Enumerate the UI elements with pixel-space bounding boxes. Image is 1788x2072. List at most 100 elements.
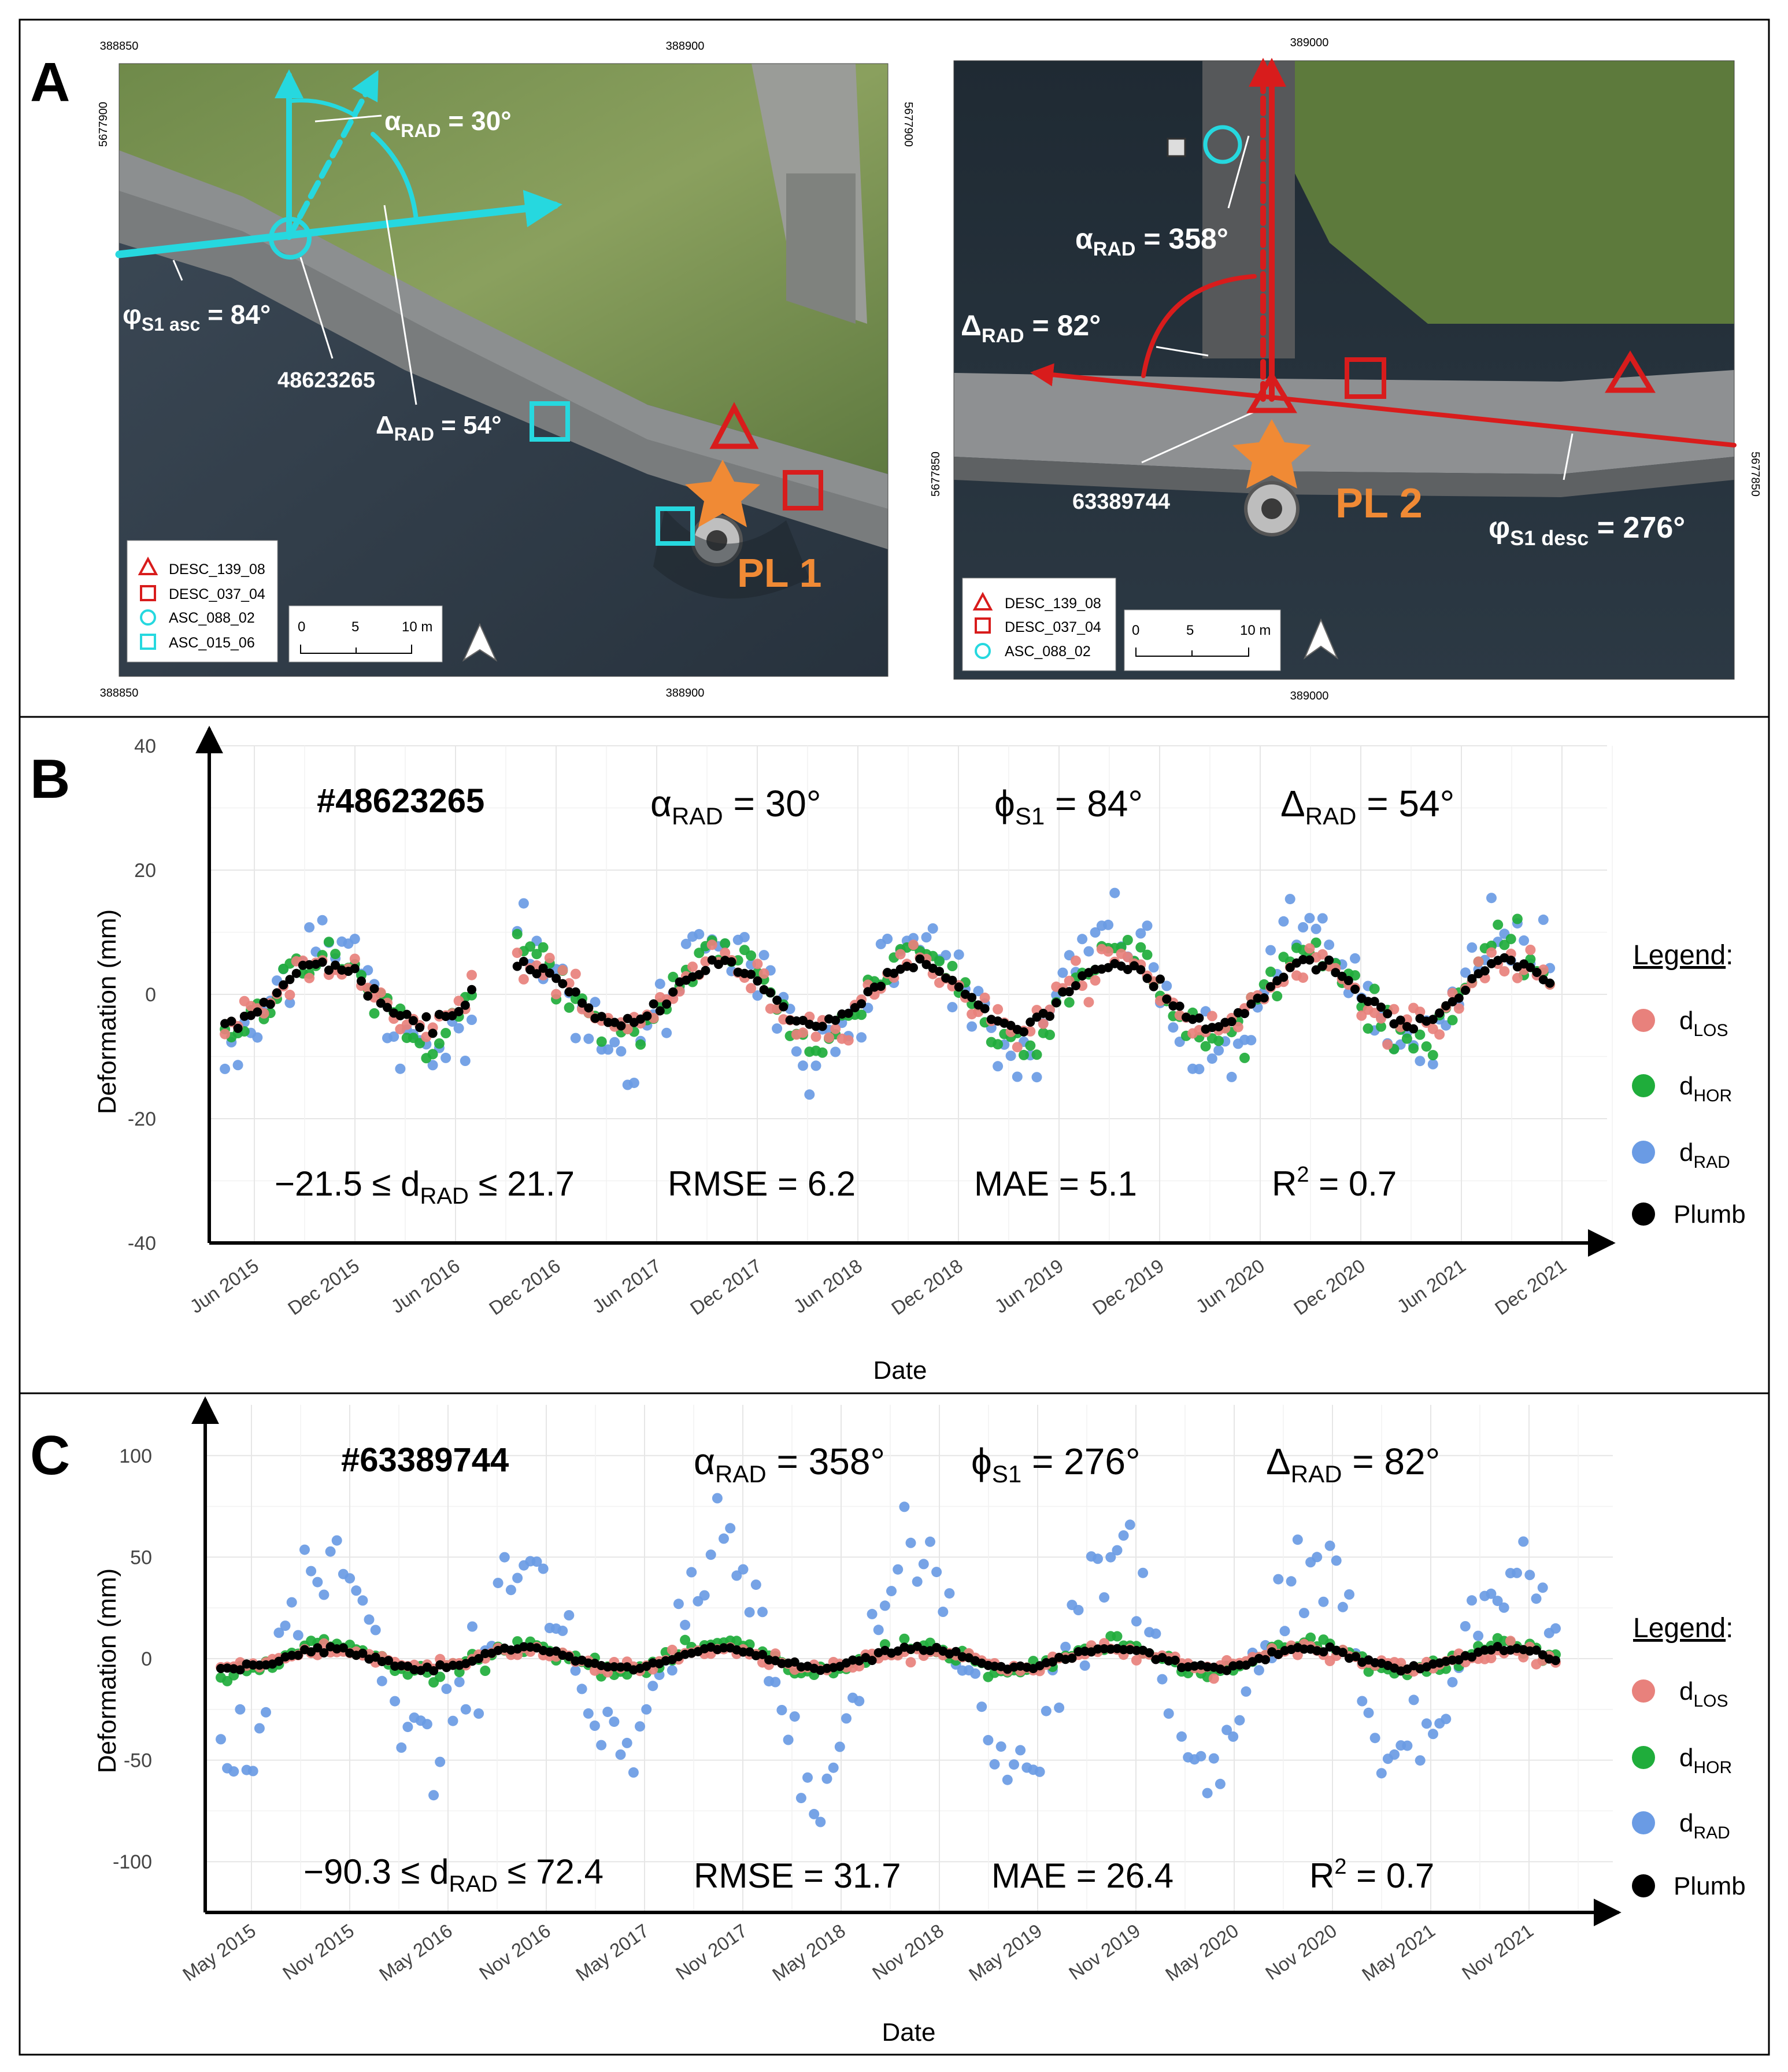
data-point-d_rad — [570, 1665, 581, 1676]
left-map-delta-arc — [371, 132, 419, 222]
data-point-d_rad — [518, 898, 529, 909]
data-point-d_rad — [1054, 1702, 1065, 1713]
y-tick-label: 0 — [145, 984, 156, 1006]
data-point-d_los — [1304, 943, 1315, 954]
scale-tick-0: 0 — [1132, 623, 1139, 638]
data-point-d_rad — [1486, 1588, 1497, 1599]
data-point-d_rad — [493, 1578, 504, 1589]
data-point-d_rad — [427, 1060, 438, 1071]
data-point-d_rad — [583, 1708, 594, 1719]
data-point-d_rad — [1131, 1616, 1142, 1627]
data-point-d_rad — [247, 1766, 258, 1777]
data-point-d_rad — [447, 1715, 458, 1726]
x-tick-label: Dec 2020 — [1290, 1255, 1369, 1319]
data-point-plumb — [227, 1016, 236, 1026]
data-point-d_rad — [1168, 1022, 1179, 1033]
data-point-d_rad — [673, 1599, 684, 1610]
data-point-d_hor — [1493, 919, 1504, 930]
data-point-d_los — [830, 1023, 841, 1034]
coord-bottom-mid: 388900 — [666, 687, 705, 700]
data-point-d_rad — [1518, 1536, 1529, 1547]
data-point-d_hor — [694, 948, 705, 959]
data-point-d_rad — [1402, 1740, 1413, 1751]
data-point-plumb — [642, 1011, 652, 1021]
data-point-plumb — [287, 1651, 297, 1660]
data-point-d_los — [1415, 1007, 1426, 1018]
data-point-plumb — [1162, 994, 1172, 1004]
data-point-d_rad — [1524, 1570, 1535, 1581]
x-tick-label: May 2016 — [375, 1919, 456, 1985]
data-point-d_rad — [647, 1681, 658, 1692]
data-point-d_hor — [512, 1636, 523, 1647]
point-id-c: #63389744 — [341, 1441, 509, 1479]
data-point-d_los — [895, 949, 906, 960]
data-point-d_rad — [1292, 1534, 1303, 1545]
data-point-plumb — [1259, 993, 1269, 1003]
data-point-plumb — [1376, 1002, 1386, 1012]
stat-range-c: −90.3 ≤ dRAD ≤ 72.4 — [303, 1852, 604, 1897]
data-point-d_hor — [414, 1038, 425, 1049]
data-point-d_rad — [744, 1607, 755, 1618]
data-point-d_rad — [583, 1033, 594, 1044]
y-tick-label: -40 — [128, 1233, 156, 1255]
data-point-d_hor — [369, 1008, 380, 1019]
x-tick-label: Dec 2021 — [1491, 1255, 1570, 1319]
data-point-d_los — [758, 968, 769, 979]
data-point-d_rad — [1002, 1774, 1013, 1785]
data-point-d_rad — [705, 1549, 716, 1560]
x-axis-label-c: Date — [882, 2018, 936, 2047]
data-point-plumb — [954, 982, 964, 992]
data-point-d_rad — [1415, 1056, 1426, 1067]
data-point-d_rad — [886, 1586, 897, 1597]
x-tick-label: May 2017 — [572, 1919, 653, 1985]
data-point-d_hor — [993, 1039, 1004, 1050]
x-tick-label: Jun 2019 — [991, 1255, 1067, 1317]
left-map: 388850 388900 388850 388900 5677900 5677… — [97, 40, 915, 700]
data-point-d_hor — [1031, 1049, 1042, 1060]
data-point-d_rad — [616, 1046, 627, 1057]
right-map-los-line — [1030, 363, 1737, 447]
data-point-d_rad — [1369, 1733, 1380, 1744]
data-point-plumb — [1531, 1645, 1541, 1655]
data-point-d_rad — [944, 1588, 955, 1599]
data-point-plumb — [363, 991, 373, 1001]
data-point-plumb — [293, 1651, 303, 1660]
legend-swatch-dlos — [1632, 1009, 1655, 1032]
data-point-d_rad — [454, 1677, 465, 1688]
data-point-d_rad — [220, 1063, 231, 1074]
data-point-plumb — [369, 984, 379, 994]
data-point-d_los — [1486, 1653, 1497, 1663]
data-point-plumb — [291, 968, 301, 978]
data-point-d_rad — [976, 1701, 987, 1712]
data-point-d_rad — [1538, 914, 1549, 925]
data-point-d_rad — [1357, 1696, 1368, 1707]
data-point-d_rad — [602, 1707, 613, 1718]
data-point-d_hor — [454, 1667, 465, 1678]
data-point-plumb — [285, 975, 295, 985]
data-point-d_los — [1525, 945, 1536, 955]
right-map-intake — [1202, 61, 1295, 358]
data-point-plumb — [350, 964, 360, 974]
data-point-plumb — [265, 1000, 275, 1009]
data-point-d_rad — [1034, 1766, 1045, 1777]
data-point-plumb — [1551, 1656, 1560, 1666]
data-point-d_rad — [1213, 1045, 1224, 1056]
data-point-plumb — [1285, 963, 1295, 972]
data-point-d_hor — [1427, 1050, 1438, 1061]
data-point-d_rad — [1286, 1576, 1297, 1587]
right-legend-item-3: ASC_088_02 — [1005, 643, 1091, 660]
x-tick-label: Dec 2017 — [686, 1255, 765, 1319]
data-point-plumb — [279, 980, 288, 990]
data-point-plumb — [701, 965, 710, 975]
data-point-d_rad — [931, 1567, 942, 1578]
data-point-d_rad — [299, 1544, 310, 1555]
data-point-d_rad — [284, 997, 295, 1008]
data-point-d_rad — [1041, 1705, 1052, 1716]
data-point-d_rad — [1109, 887, 1120, 898]
data-point-d_rad — [661, 1027, 672, 1038]
data-point-d_hor — [1512, 913, 1523, 924]
data-point-d_rad — [699, 1590, 710, 1601]
data-point-d_rad — [654, 978, 665, 989]
data-point-d_rad — [357, 1595, 368, 1606]
